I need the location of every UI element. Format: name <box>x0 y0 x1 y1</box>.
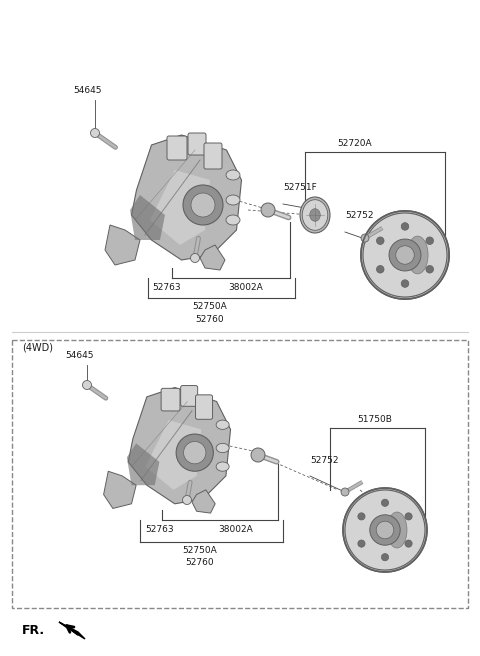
Circle shape <box>345 490 425 570</box>
Polygon shape <box>128 388 230 504</box>
Polygon shape <box>127 443 159 485</box>
Text: 52752: 52752 <box>345 211 373 220</box>
Ellipse shape <box>387 512 407 548</box>
Circle shape <box>176 434 213 471</box>
Circle shape <box>343 488 427 572</box>
Circle shape <box>405 540 412 547</box>
Ellipse shape <box>407 236 428 274</box>
Ellipse shape <box>300 197 330 233</box>
Circle shape <box>83 380 92 390</box>
Circle shape <box>426 237 433 245</box>
Text: 52750A: 52750A <box>182 546 217 555</box>
Polygon shape <box>192 490 215 513</box>
Circle shape <box>183 185 223 225</box>
Text: 52760: 52760 <box>186 558 214 567</box>
Circle shape <box>182 495 192 504</box>
Text: 38002A: 38002A <box>218 525 253 534</box>
Circle shape <box>401 279 409 287</box>
Polygon shape <box>132 135 241 260</box>
Circle shape <box>382 554 389 561</box>
Circle shape <box>382 499 389 506</box>
Circle shape <box>376 266 384 273</box>
Circle shape <box>191 193 215 217</box>
Circle shape <box>396 246 414 264</box>
Ellipse shape <box>226 195 240 205</box>
Circle shape <box>361 211 449 299</box>
Circle shape <box>183 441 206 464</box>
Polygon shape <box>130 195 165 240</box>
Text: 52751F: 52751F <box>283 183 317 192</box>
Polygon shape <box>150 170 210 245</box>
Text: 54645: 54645 <box>65 351 94 360</box>
Ellipse shape <box>302 199 328 230</box>
Text: 51750B: 51750B <box>358 415 393 424</box>
FancyBboxPatch shape <box>161 388 180 411</box>
Circle shape <box>426 266 433 273</box>
Text: (4WD): (4WD) <box>22 343 53 353</box>
Text: FR.: FR. <box>22 623 45 636</box>
Circle shape <box>389 239 421 271</box>
Circle shape <box>341 488 349 496</box>
Circle shape <box>91 129 99 138</box>
Ellipse shape <box>226 215 240 225</box>
Text: 38002A: 38002A <box>228 283 263 292</box>
FancyBboxPatch shape <box>195 395 213 419</box>
Polygon shape <box>200 245 225 270</box>
Circle shape <box>358 513 365 520</box>
FancyBboxPatch shape <box>188 133 206 155</box>
Bar <box>12 340 468 608</box>
Circle shape <box>370 515 400 545</box>
Circle shape <box>358 540 365 547</box>
Circle shape <box>405 513 412 520</box>
FancyBboxPatch shape <box>204 143 222 169</box>
Ellipse shape <box>216 420 229 430</box>
Circle shape <box>191 253 200 262</box>
FancyBboxPatch shape <box>180 386 198 406</box>
Ellipse shape <box>226 170 240 180</box>
Circle shape <box>376 237 384 245</box>
Ellipse shape <box>216 462 229 471</box>
Circle shape <box>251 448 265 462</box>
Circle shape <box>261 203 275 217</box>
Text: 52763: 52763 <box>145 525 174 534</box>
Text: 52763: 52763 <box>152 283 180 292</box>
Ellipse shape <box>310 209 320 221</box>
Polygon shape <box>104 471 136 508</box>
Text: 52720A: 52720A <box>338 139 372 148</box>
Circle shape <box>401 222 409 230</box>
Ellipse shape <box>216 443 229 453</box>
Text: 52750A: 52750A <box>192 302 228 311</box>
Text: 54645: 54645 <box>73 86 101 95</box>
FancyBboxPatch shape <box>167 136 187 160</box>
Text: 52760: 52760 <box>196 315 224 324</box>
Circle shape <box>363 213 447 297</box>
Polygon shape <box>59 622 85 639</box>
Text: 52752: 52752 <box>310 456 338 465</box>
Circle shape <box>361 234 369 242</box>
Polygon shape <box>105 225 140 265</box>
Circle shape <box>376 522 394 539</box>
Polygon shape <box>145 420 201 490</box>
